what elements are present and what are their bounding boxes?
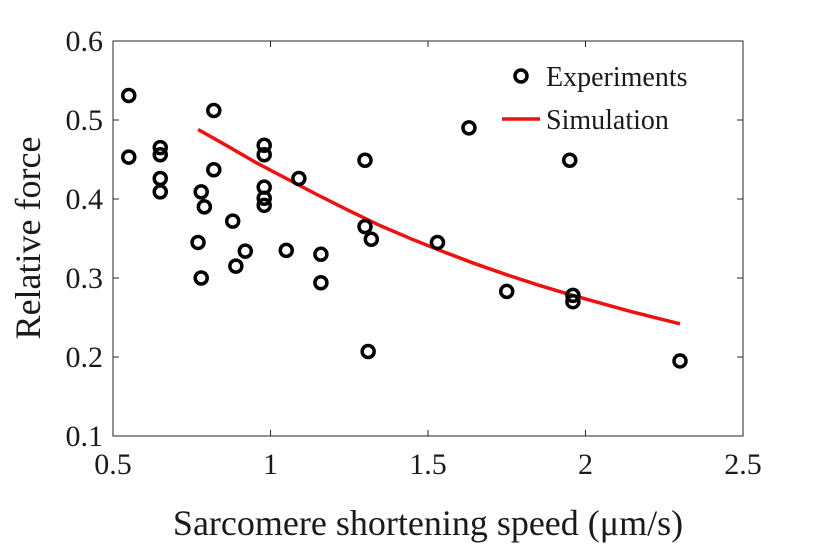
x-tick-label: 1.5	[409, 448, 447, 481]
experiment-point	[461, 120, 477, 136]
x-tick-label: 2.5	[724, 448, 762, 481]
x-axis-label: Sarcomere shortening speed (μm/s)	[173, 503, 683, 543]
experiment-point	[278, 242, 294, 259]
experiment-point	[237, 243, 254, 259]
x-tick-label: 1	[263, 448, 278, 481]
series-layer	[121, 87, 688, 369]
experiment-point	[313, 274, 329, 291]
experiment-point	[121, 87, 137, 104]
y-tick-label: 0.3	[66, 262, 104, 295]
experiment-point	[256, 147, 272, 163]
experiment-point	[363, 231, 380, 248]
simulation-line	[197, 127, 681, 326]
y-ticks: 0.1 0.2 0.3 0.4 0.5 0.6	[66, 25, 743, 453]
y-tick-label: 0.1	[66, 420, 104, 453]
y-axis-label: Relative force	[8, 137, 48, 340]
experiment-point	[193, 184, 209, 200]
experiment-point	[357, 152, 373, 169]
experiment-point	[672, 353, 688, 369]
experiment-point	[565, 287, 581, 304]
legend-marker-experiments	[513, 68, 529, 84]
experiment-point	[206, 162, 222, 178]
legend-label-simulation: Simulation	[546, 105, 669, 136]
experiment-point	[357, 218, 373, 235]
experiment-point	[193, 270, 209, 286]
experiment-point	[196, 199, 213, 215]
y-tick-label: 0.2	[66, 341, 104, 374]
experiment-point	[206, 102, 222, 119]
experiment-point	[565, 293, 581, 310]
experiment-point	[152, 139, 168, 156]
y-tick-label: 0.4	[66, 183, 104, 216]
experiment-point	[360, 343, 376, 360]
experiment-point	[313, 246, 329, 263]
x-tick-label: 0.5	[94, 448, 132, 481]
x-tick-label: 2	[578, 448, 593, 481]
x-ticks: 0.5 1 1.5 2 2.5	[94, 41, 762, 481]
experiment-point	[499, 283, 515, 300]
experiment-point	[152, 184, 168, 200]
experiment-point	[256, 190, 272, 206]
experiment-point	[121, 149, 137, 165]
experiment-point	[291, 170, 307, 187]
experiment-point	[562, 152, 578, 169]
legend-label-experiments: Experiments	[546, 62, 688, 93]
experiment-point	[152, 147, 168, 163]
legend-box	[500, 57, 735, 147]
experiment-point	[256, 137, 272, 154]
experiment-point	[429, 234, 446, 251]
experiment-point	[190, 234, 206, 251]
experiment-point	[256, 197, 272, 214]
legend: Experiments Simulation	[500, 57, 735, 147]
y-tick-label: 0.6	[66, 25, 104, 58]
experiment-point	[228, 258, 244, 274]
experiment-point	[224, 213, 241, 229]
y-tick-label: 0.5	[66, 104, 104, 137]
